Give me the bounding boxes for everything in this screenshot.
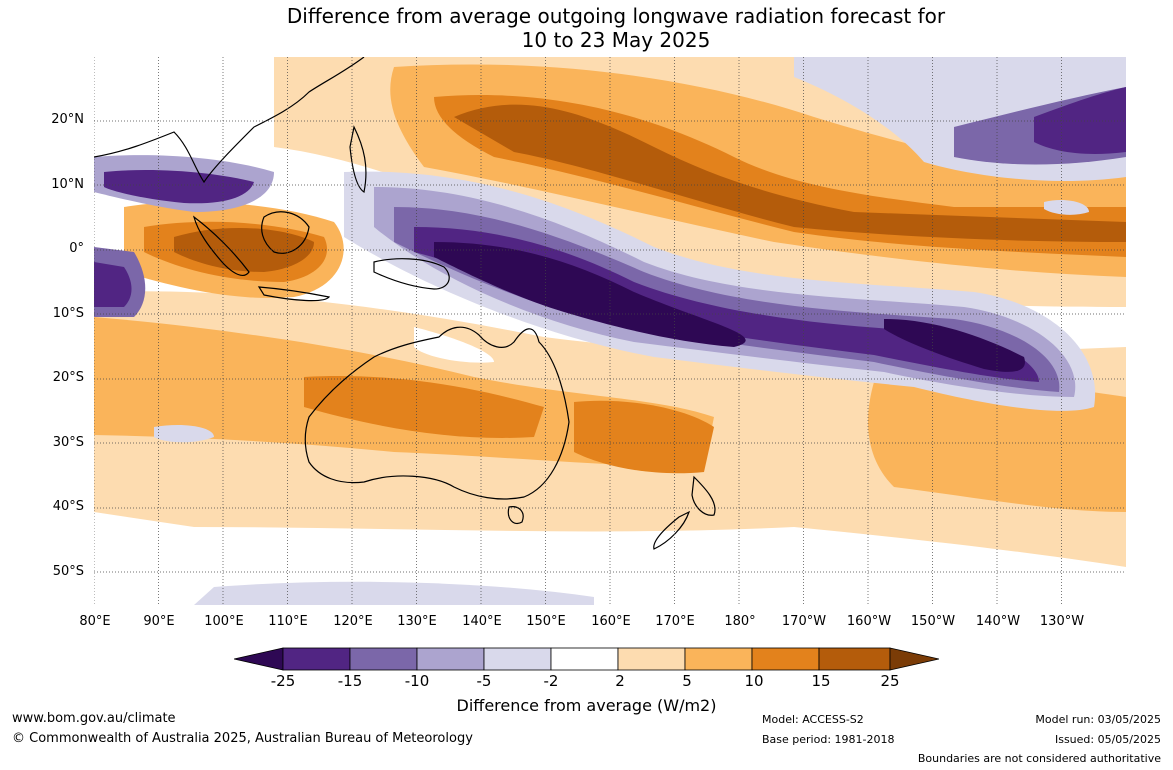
asia-mainland-coastline bbox=[94, 57, 365, 184]
lat-label-30s: 30°S bbox=[52, 435, 84, 450]
lat-label-0: 0° bbox=[69, 241, 84, 256]
colorbar-title: Difference from average (W/m2) bbox=[456, 696, 717, 715]
lon-label-160w: 160°W bbox=[846, 614, 892, 629]
footer-issued: Issued: 05/05/2025 bbox=[1054, 733, 1161, 746]
footer-disclaimer: Boundaries are not considered authoritat… bbox=[917, 752, 1161, 765]
colorbar-label-neg5: -5 bbox=[476, 672, 492, 690]
lon-label-100e: 100°E bbox=[204, 614, 244, 629]
lon-label-130w: 130°W bbox=[1039, 614, 1085, 629]
lon-label-90e: 90°E bbox=[143, 614, 175, 629]
white-gap-australia bbox=[414, 327, 494, 363]
colorbar-label-neg2: -2 bbox=[543, 672, 559, 690]
lon-label-160e: 160°E bbox=[591, 614, 631, 629]
lat-label-40s: 40°S bbox=[52, 499, 84, 514]
lon-label-110e: 110°E bbox=[268, 614, 308, 629]
footer-copyright: © Commonwealth of Australia 2025, Austra… bbox=[12, 731, 473, 746]
colorbar-label-25: 25 bbox=[880, 672, 900, 690]
colorbar-label-neg25: -25 bbox=[270, 672, 296, 690]
light-purple-hawaii-low bbox=[1044, 200, 1089, 215]
lat-label-10s: 10°S bbox=[52, 306, 84, 321]
colorbar-swatch-10-5 bbox=[416, 647, 485, 671]
colorbar-swatch-5-2 bbox=[483, 647, 552, 671]
colorbar-swatch-below-25 bbox=[233, 647, 284, 671]
title-line-2: 10 to 23 May 2025 bbox=[521, 28, 711, 52]
lat-label-10n: 10°N bbox=[51, 177, 84, 192]
footer-website[interactable]: www.bom.gov.au/climate bbox=[12, 711, 176, 726]
borneo-coastline bbox=[261, 211, 310, 254]
lon-label-80e: 80°E bbox=[79, 614, 111, 629]
darkest-orange-north bbox=[454, 104, 1126, 242]
new-zealand-north-coastline bbox=[691, 475, 716, 516]
footer-base-period: Base period: 1981-2018 bbox=[762, 733, 895, 746]
colorbar-label-2: 2 bbox=[615, 672, 625, 690]
lon-label-120e: 120°E bbox=[333, 614, 373, 629]
sumatra-coastline bbox=[192, 215, 250, 276]
light-purple-southwest bbox=[154, 425, 214, 443]
colorbar-label-neg15: -15 bbox=[337, 672, 363, 690]
deep-purple-bay-of-bengal bbox=[104, 170, 254, 204]
colorbar-swatch-2-2 bbox=[550, 647, 619, 671]
footer-model: Model: ACCESS-S2 bbox=[762, 713, 864, 726]
lat-label-20n: 20°N bbox=[51, 112, 84, 127]
colorbar-swatch-2-5 bbox=[617, 647, 686, 671]
deep-purple-indian-ocean bbox=[94, 262, 132, 307]
new-guinea-coastline bbox=[373, 258, 450, 290]
colorbar-swatch-10-15 bbox=[751, 647, 820, 671]
colorbar-swatch-15-25 bbox=[818, 647, 891, 671]
colorbar bbox=[233, 646, 940, 672]
title-line-1: Difference from average outgoing longwav… bbox=[286, 4, 946, 28]
light-purple-south bbox=[194, 581, 594, 605]
java-coastline bbox=[257, 286, 331, 302]
lon-label-150w: 150°W bbox=[910, 614, 956, 629]
footer-model-run: Model run: 03/05/2025 bbox=[1035, 713, 1161, 726]
australia-coastline bbox=[304, 326, 570, 500]
philippines-coastline bbox=[349, 125, 367, 193]
lon-label-170e: 170°E bbox=[655, 614, 695, 629]
deep-purple-northeast bbox=[1034, 87, 1126, 154]
dark-orange-tasman bbox=[574, 400, 714, 474]
lon-label-170w: 170°W bbox=[781, 614, 827, 629]
lat-label-50s: 50°S bbox=[52, 564, 84, 579]
darkest-purple-fiji bbox=[884, 319, 1025, 372]
colorbar-label-neg10: -10 bbox=[404, 672, 430, 690]
colorbar-swatch-5-10 bbox=[684, 647, 753, 671]
colorbar-label-5: 5 bbox=[682, 672, 692, 690]
tasmania-coastline bbox=[507, 506, 524, 525]
lat-label-20s: 20°S bbox=[52, 370, 84, 385]
colorbar-swatch-15-10 bbox=[349, 647, 418, 671]
colorbar-swatch-above-25 bbox=[889, 647, 940, 671]
lon-label-150e: 150°E bbox=[526, 614, 566, 629]
anomaly-map bbox=[94, 57, 1126, 605]
map-title: Difference from average outgoing longwav… bbox=[0, 4, 1173, 52]
lon-label-140w: 140°W bbox=[975, 614, 1021, 629]
colorbar-label-15: 15 bbox=[811, 672, 831, 690]
colorbar-label-10: 10 bbox=[744, 672, 764, 690]
lon-label-180: 180° bbox=[724, 614, 756, 629]
colorbar-swatch-25-15 bbox=[282, 647, 351, 671]
new-zealand-south-coastline bbox=[653, 510, 691, 550]
orange-southeast bbox=[868, 380, 1126, 512]
lon-label-140e: 140°E bbox=[462, 614, 502, 629]
dark-orange-australia bbox=[304, 376, 544, 438]
lon-label-130e: 130°E bbox=[397, 614, 437, 629]
darkest-purple-spcz bbox=[434, 242, 746, 347]
